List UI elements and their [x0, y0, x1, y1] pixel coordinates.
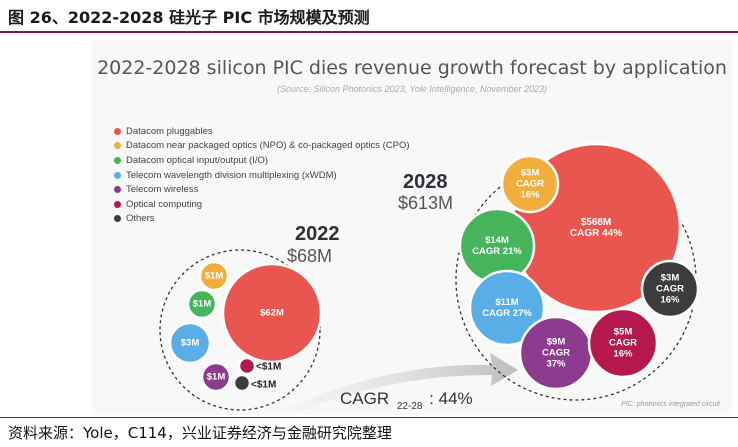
- overall-cagr-period: 22-28: [397, 401, 423, 412]
- legend-item: Telecom wireless: [114, 182, 410, 197]
- bubble-2022-datacom-near-packaged-optics-npo-co-packaged-optics-cpo: [198, 260, 230, 292]
- value-label: $3M: [521, 168, 540, 179]
- legend-item: Optical computing: [114, 197, 410, 212]
- cagr-label: CAGR 44%: [570, 228, 622, 239]
- total-2028-label: $613M: [398, 193, 453, 213]
- legend-label: Telecom wavelength division multiplexing…: [126, 169, 337, 181]
- bubble-2022-datacom-optical-input-output-i-o: [186, 288, 218, 320]
- legend-label: Datacom pluggables: [126, 125, 213, 137]
- legend-swatch: [114, 215, 121, 223]
- bubble-2022-datacom-pluggables: [221, 262, 323, 364]
- legend-label: Optical computing: [126, 198, 203, 210]
- value-label: $1M: [207, 372, 226, 383]
- chart-subtitle: (Source: Silicon Photonics 2023, Yole In…: [277, 84, 547, 94]
- year-2022-label: 2022: [295, 223, 340, 245]
- value-label: $9M: [547, 337, 566, 348]
- bubble-boundary-2022: [159, 249, 321, 411]
- top-rule: [0, 31, 738, 33]
- overall-cagr-value: : 44%: [429, 389, 472, 408]
- cagr-label: 16%: [660, 295, 680, 306]
- value-label: $3M: [661, 273, 680, 284]
- value-label: <$1M: [256, 362, 281, 373]
- bubble-2028-optical-computing: [587, 307, 659, 379]
- bubble-2028-telecom-wavelength-division-multiplexing-xwdm: [468, 269, 546, 347]
- figure-title: 图 26、2022-2028 硅光子 PIC 市场规模及预测: [8, 8, 370, 27]
- footnote: PIC: photonics integrated circuit: [621, 401, 720, 408]
- legend-label: Telecom wireless: [126, 184, 199, 196]
- cagr-label: CAGR: [656, 284, 684, 295]
- overall-cagr-prefix: CAGR: [340, 389, 389, 408]
- chart-title: 2022-2028 silicon PIC dies revenue growt…: [97, 57, 727, 79]
- value-label: $11M: [495, 297, 518, 308]
- chart-panel: 2022-2028 silicon PIC dies revenue growt…: [92, 40, 732, 415]
- growth-arrow: [287, 353, 518, 412]
- legend-swatch: [114, 142, 121, 150]
- value-label: $1M: [193, 299, 212, 310]
- legend-label: Others: [126, 213, 155, 225]
- legend-label: Datacom optical input/output (I/O): [126, 154, 269, 166]
- legend-item: Datacom near packaged optics (NPO) & co-…: [114, 139, 410, 154]
- cagr-label: CAGR: [542, 348, 570, 359]
- group-2022: $62M $1M $1M $3M $1M <$1M <$1M: [159, 249, 323, 411]
- bubble-2028-others: [640, 259, 700, 319]
- legend-swatch: [114, 127, 121, 135]
- legend: Datacom pluggables Datacom near packaged …: [114, 124, 410, 226]
- cagr-label: 16%: [520, 190, 540, 201]
- total-2022-label: $68M: [287, 246, 332, 266]
- cagr-label: 37%: [546, 359, 566, 370]
- value-label: $5M: [614, 327, 633, 338]
- legend-item: Telecom wavelength division multiplexing…: [114, 168, 410, 183]
- bubble-2022-telecom-wavelength-division-multiplexing-xwdm: [168, 321, 212, 365]
- legend-swatch: [114, 200, 121, 208]
- legend-item: Datacom pluggables: [114, 124, 410, 139]
- cagr-label: CAGR: [516, 179, 544, 190]
- bubble-2022-others: [232, 373, 252, 393]
- bubble-2028-datacom-near-packaged-optics-npo-co-packaged-optics-cpo: [500, 154, 560, 214]
- value-label: $62M: [260, 308, 284, 319]
- cagr-label: CAGR 27%: [482, 308, 532, 319]
- svg-text:CAGR 22-28 : 4: CAGR 22-28 : 44%: [340, 389, 473, 413]
- overall-cagr: CAGR 22-28 : 44%: [340, 389, 473, 413]
- value-label: <$1M: [251, 380, 276, 391]
- legend-item: Datacom optical input/output (I/O): [114, 153, 410, 168]
- source-line: 资料来源：Yole，C114，兴业证券经济与金融研究院整理: [8, 424, 392, 442]
- legend-label: Datacom near packaged optics (NPO) & co-…: [126, 140, 410, 152]
- value-label: $14M: [485, 235, 509, 246]
- cagr-label: CAGR 21%: [472, 246, 522, 257]
- year-2028-label: 2028: [403, 171, 448, 193]
- legend-swatch: [114, 171, 121, 179]
- value-label: $3M: [181, 338, 200, 349]
- cagr-label: CAGR: [609, 338, 637, 349]
- bubble-2022-optical-computing: [237, 356, 257, 376]
- legend-item: Others: [114, 212, 410, 227]
- value-label: $1M: [205, 271, 224, 282]
- legend-swatch: [114, 156, 121, 164]
- bubble-2022-telecom-wireless: [200, 361, 232, 393]
- cagr-label: 16%: [613, 349, 633, 360]
- legend-swatch: [114, 186, 121, 194]
- bottom-rule: [0, 417, 738, 418]
- value-label: $568M: [581, 217, 612, 228]
